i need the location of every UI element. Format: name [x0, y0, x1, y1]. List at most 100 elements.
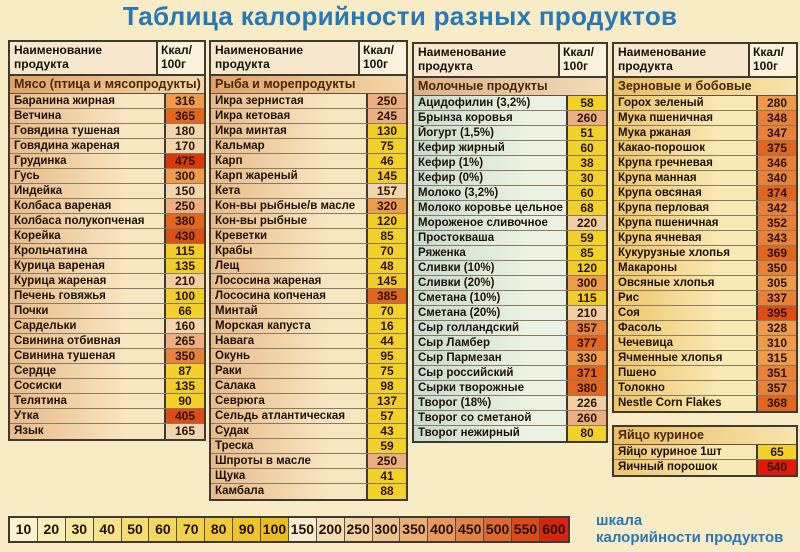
product-name: Телятина	[10, 393, 166, 408]
table-row: Сыр голландский 357	[414, 320, 606, 336]
table-row: Сосиски 135	[10, 378, 204, 394]
product-kcal: 135	[166, 258, 204, 273]
table-row: Сыр российский 371	[414, 365, 606, 381]
table-row: Карп 46	[211, 153, 406, 169]
product-kcal: 59	[568, 230, 606, 245]
product-kcal: 310	[758, 335, 796, 350]
product-kcal: 260	[568, 110, 606, 125]
product-name: Сосиски	[10, 378, 166, 393]
table-row: Раки 75	[211, 363, 406, 379]
product-name: Судак	[211, 423, 368, 438]
product-name: Икра зернистая	[211, 93, 368, 108]
scale-cell: 80	[205, 518, 234, 541]
scale-cell: 350	[400, 518, 429, 541]
table-row: Язык 165	[10, 423, 204, 439]
product-kcal: 250	[368, 453, 406, 468]
product-kcal: 395	[758, 305, 796, 320]
product-kcal: 60	[568, 185, 606, 200]
product-name: Кукурузные хлопья	[614, 245, 758, 260]
product-kcal: 41	[368, 468, 406, 483]
product-name: Ацидофилин (3,2%)	[414, 95, 568, 110]
table-row: Горох зеленый 280	[614, 95, 796, 111]
product-name: Говядина жареная	[10, 138, 166, 153]
product-kcal: 226	[568, 395, 606, 410]
table-row: Сыр Пармезан 330	[414, 350, 606, 366]
product-name: Индейка	[10, 183, 166, 198]
product-kcal: 120	[368, 213, 406, 228]
scale-cell: 100	[261, 518, 289, 541]
table-row: Кефир жирный 60	[414, 140, 606, 156]
product-name: Яичный порошок	[614, 459, 758, 475]
product-name: Творог нежирный	[414, 425, 568, 441]
page-title: Таблица калорийности разных продуктов	[122, 1, 678, 31]
table-row: Ряженка 85	[414, 245, 606, 261]
product-name: Почки	[10, 303, 166, 318]
product-name: Сыр голландский	[414, 320, 568, 335]
product-name: Йогурт (1,5%)	[414, 125, 568, 140]
product-kcal: 245	[368, 108, 406, 123]
product-kcal: 385	[368, 288, 406, 303]
table-row: Печень говяжья 100	[10, 288, 204, 304]
table-row: Йогурт (1,5%) 51	[414, 125, 606, 141]
table-row: Ацидофилин (3,2%) 58	[414, 95, 606, 111]
column-header-kcal: Ккал/100г	[560, 44, 606, 76]
table-row: Минтай 70	[211, 303, 406, 319]
product-kcal: 90	[166, 393, 204, 408]
product-kcal: 430	[166, 228, 204, 243]
table-row: Ветчина 365	[10, 108, 204, 124]
product-kcal: 135	[166, 378, 204, 393]
product-name: Творог со сметаной	[414, 410, 568, 425]
product-kcal: 44	[368, 333, 406, 348]
table-row: Лососина жареная 145	[211, 273, 406, 289]
column-header-name: Наименование продукта	[414, 44, 560, 76]
product-name: Свинина тушеная	[10, 348, 166, 363]
table-row: Говядина тушеная 180	[10, 123, 204, 139]
product-kcal: 43	[368, 423, 406, 438]
product-kcal: 369	[758, 245, 796, 260]
product-kcal: 30	[568, 170, 606, 185]
table-header-row: Наименование продукта Ккал/100г	[614, 44, 796, 78]
product-kcal: 250	[166, 198, 204, 213]
section-header: Молочные продукты	[414, 77, 606, 96]
table-row: Морская капуста 16	[211, 318, 406, 334]
calorie-table-grain: Наименование продукта Ккал/100г Зерновые и …	[612, 42, 798, 413]
product-kcal: 70	[368, 243, 406, 258]
product-name: Лососина жареная	[211, 273, 368, 288]
product-kcal: 315	[758, 350, 796, 365]
scale-cell: 20	[37, 518, 66, 541]
table-row: Чечевица 310	[614, 335, 796, 351]
table-row: Брынза коровья 260	[414, 110, 606, 126]
product-kcal: 65	[758, 444, 796, 459]
table-row: Корейка 430	[10, 228, 204, 244]
product-kcal: 180	[166, 123, 204, 138]
table-row: Простокваша 59	[414, 230, 606, 246]
table-row: Утка 405	[10, 408, 204, 424]
scale-cell: 50	[121, 518, 150, 541]
table-row: Кон-вы рыбные 120	[211, 213, 406, 229]
product-kcal: 348	[758, 110, 796, 125]
table-row: Творог (18%) 226	[414, 395, 606, 411]
product-kcal: 68	[568, 200, 606, 215]
scale-cell: 70	[177, 518, 206, 541]
product-kcal: 210	[166, 273, 204, 288]
product-kcal: 300	[568, 275, 606, 290]
product-name: Ветчина	[10, 108, 166, 123]
product-name: Кета	[211, 183, 368, 198]
product-name: Сыр Ламбер	[414, 335, 568, 350]
product-kcal: 371	[568, 365, 606, 380]
product-kcal: 157	[368, 183, 406, 198]
product-name: Салака	[211, 378, 368, 393]
product-name: Рис	[614, 290, 758, 305]
table-row: Треска 59	[211, 438, 406, 454]
table-row: Салака 98	[211, 378, 406, 394]
product-name: Пшено	[614, 365, 758, 380]
product-name: Камбала	[211, 483, 368, 499]
product-kcal: 70	[368, 303, 406, 318]
product-name: Карп	[211, 153, 368, 168]
product-name: Мука пшеничная	[614, 110, 758, 125]
product-kcal: 98	[368, 378, 406, 393]
product-kcal: 347	[758, 125, 796, 140]
table-row: Навага 44	[211, 333, 406, 349]
table-row: Крольчатина 115	[10, 243, 204, 259]
product-name: Морская капуста	[211, 318, 368, 333]
